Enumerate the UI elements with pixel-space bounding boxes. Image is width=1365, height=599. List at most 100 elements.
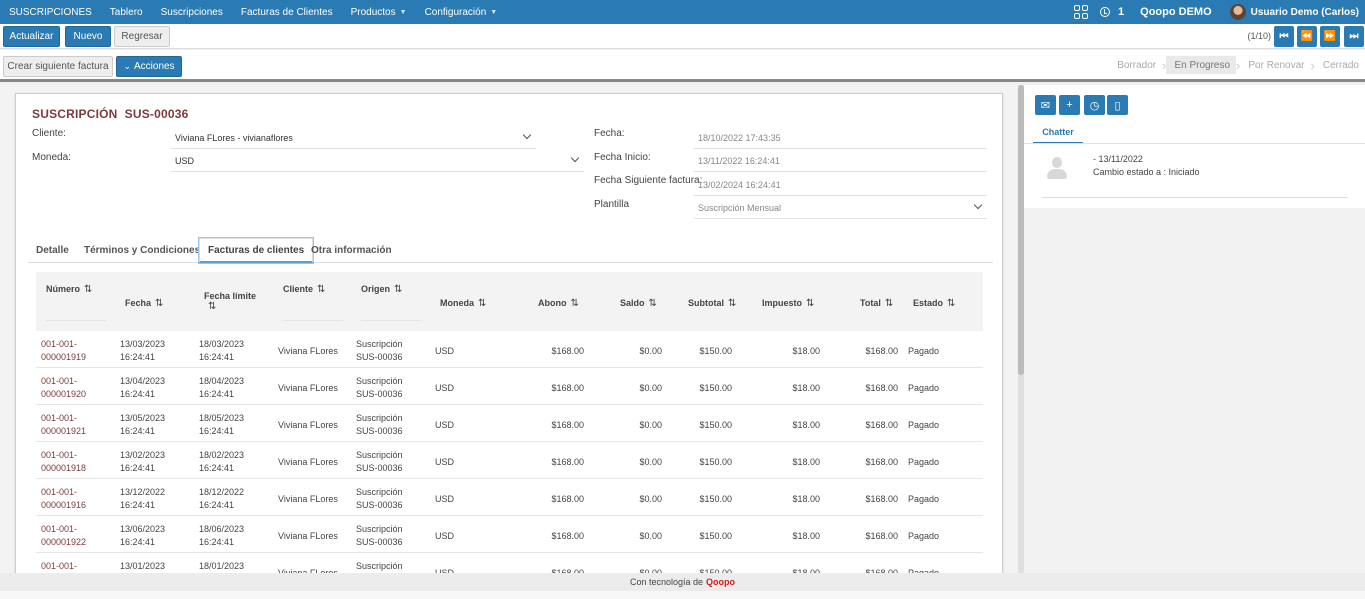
document-icon[interactable]: ▯ — [1107, 95, 1128, 115]
statusbar-header: Crear siguiente factura ⌄ Acciones Borra… — [0, 50, 1365, 82]
back-button[interactable]: Regresar — [114, 26, 170, 47]
chevron-down-icon[interactable] — [522, 130, 532, 140]
cell-line: 18/02/2023 — [199, 450, 245, 460]
form-scrollbar[interactable] — [1018, 85, 1024, 573]
cell-l: 18/02/2023 16:24:41 — [199, 449, 244, 475]
tab-facturas-clientes[interactable]: Facturas de clientes — [197, 237, 315, 264]
chevron-down-icon[interactable] — [973, 200, 983, 210]
cell-line: Suscripción — [356, 413, 403, 423]
new-button[interactable]: Nuevo — [65, 26, 111, 47]
sort-icon[interactable]: ⇅ — [570, 298, 579, 309]
col-saldo[interactable]: Saldo ⇅ — [620, 298, 657, 309]
sort-icon[interactable]: ⇅ — [394, 284, 403, 295]
nav-item-configuracion[interactable]: Configuración ▼ — [416, 7, 507, 18]
refresh-button[interactable]: Actualizar — [3, 26, 60, 47]
col-numero[interactable]: Número ⇅ — [46, 284, 92, 295]
moneda-field[interactable]: USD — [171, 150, 584, 172]
company-switcher[interactable]: Qoopo DEMO — [1140, 6, 1212, 18]
stage-por-renovar[interactable]: Por Renovar — [1248, 59, 1305, 71]
sort-icon[interactable]: ⇅ — [884, 298, 894, 309]
chevron-down-icon[interactable] — [570, 153, 580, 163]
app-brand[interactable]: SUSCRIPCIONES — [9, 6, 92, 18]
cell-total: $168.00 — [865, 568, 898, 573]
sort-icon[interactable]: ⇅ — [317, 284, 326, 295]
filter-input[interactable] — [361, 320, 421, 321]
envelope-icon[interactable]: ✉ — [1035, 95, 1056, 115]
table-row[interactable]: 001-001- 000001919 13/03/2023 16:24:41 18/03… — [36, 331, 983, 368]
sort-icon[interactable]: ⇅ — [806, 298, 815, 309]
col-cliente[interactable]: Cliente ⇅ — [283, 284, 325, 295]
col-moneda[interactable]: Moneda ⇅ — [440, 298, 486, 309]
col-label: Total — [860, 298, 881, 308]
col-impuesto[interactable]: Impuesto ⇅ — [762, 298, 814, 309]
sort-icon[interactable]: ⇅ — [648, 298, 657, 309]
table-row[interactable]: 001-001- 000001916 13/12/2022 16:24:41 18/12… — [36, 479, 983, 516]
cliente-field[interactable]: Viviana FLores - vivianaflores — [171, 127, 536, 149]
sort-icon[interactable]: ⇅ — [728, 298, 737, 309]
filter-input[interactable] — [46, 320, 106, 321]
previous-record-icon[interactable]: ⏪ — [1297, 26, 1317, 47]
activity-button[interactable]: 1 — [1100, 6, 1124, 18]
cell-line: SUS-00036 — [356, 389, 403, 399]
plantilla-field[interactable]: Suscripción Mensual — [694, 197, 987, 219]
cell-line: 16:24:41 — [199, 537, 235, 547]
actions-button[interactable]: ⌄ Acciones — [116, 56, 182, 77]
col-total[interactable]: Total ⇅ — [860, 298, 893, 309]
sort-icon[interactable]: ⇅ — [478, 298, 487, 309]
sort-icon[interactable]: ⇅ — [947, 298, 956, 309]
stage-cerrado[interactable]: Cerrado — [1322, 59, 1359, 71]
cell-abono: $168.00 — [551, 531, 584, 541]
col-label: Fecha límite — [204, 291, 257, 301]
tab-otra-informacion[interactable]: Otra información — [311, 245, 392, 256]
table-row[interactable]: 001-001- 000001921 13/05/2023 16:24:41 18/05… — [36, 405, 983, 442]
nav-item-tablero[interactable]: Tablero — [101, 7, 152, 18]
cell-line: 16:24:41 — [199, 500, 235, 510]
footer-brand[interactable]: Qoopo — [706, 577, 736, 587]
scrollbar-thumb[interactable] — [1018, 85, 1024, 375]
cell-f: 13/02/2023 16:24:41 — [120, 449, 165, 475]
first-record-icon[interactable]: ⏮ — [1274, 26, 1294, 47]
cell-estado: Pagado — [908, 494, 940, 504]
col-fecha[interactable]: Fecha ⇅ — [125, 298, 163, 309]
sort-icon[interactable]: ⇅ — [155, 298, 164, 309]
col-estado[interactable]: Estado ⇅ — [913, 298, 955, 309]
col-fecha-limite[interactable]: Fecha límite ⇅ — [204, 291, 256, 312]
col-abono[interactable]: Abono ⇅ — [538, 298, 579, 309]
cell-line: 16:24:41 — [199, 389, 235, 399]
create-next-invoice-button[interactable]: Crear siguiente factura — [3, 56, 113, 77]
stage-en-progreso[interactable]: En Progreso — [1166, 56, 1237, 74]
filter-input[interactable] — [283, 320, 343, 321]
cell-abono: $168.00 — [551, 346, 584, 356]
col-subtotal[interactable]: Subtotal ⇅ — [688, 298, 736, 309]
message-date: - 13/11/2022 — [1093, 154, 1143, 164]
stage-borrador[interactable]: Borrador — [1117, 59, 1157, 71]
col-origen[interactable]: Origen ⇅ — [361, 284, 402, 295]
plus-icon[interactable]: + — [1059, 95, 1080, 115]
sort-icon[interactable]: ⇅ — [84, 284, 93, 295]
col-label: Fecha — [125, 298, 152, 308]
table-row[interactable]: 001-001- 000001920 13/04/2023 16:24:41 18/04… — [36, 368, 983, 405]
cell-subtotal: $150.00 — [699, 383, 732, 393]
tab-terminos[interactable]: Términos y Condiciones — [84, 245, 201, 256]
clock-icon[interactable]: ◷ — [1084, 95, 1105, 115]
apps-grid-icon[interactable] — [1074, 5, 1089, 19]
next-record-icon[interactable]: ⏩ — [1320, 26, 1340, 47]
nav-item-suscripciones[interactable]: Suscripciones — [152, 7, 232, 18]
nav-item-facturas[interactable]: Facturas de Clientes — [232, 7, 342, 18]
cell-line: 18/05/2023 — [199, 413, 245, 423]
cell-estado: Pagado — [908, 531, 940, 541]
sort-icon[interactable]: ⇅ — [208, 301, 217, 312]
cell-line: Suscripción — [356, 339, 403, 349]
cell-saldo: $0.00 — [639, 420, 662, 430]
table-row[interactable]: 001-001- 000001918 13/02/2023 16:24:41 18/02… — [36, 442, 983, 479]
nav-item-productos[interactable]: Productos ▼ — [342, 7, 416, 18]
pager-counter[interactable]: (1/10) — [1247, 31, 1271, 41]
last-record-icon[interactable]: ⏭ — [1344, 26, 1364, 47]
tab-chatter[interactable]: Chatter — [1033, 122, 1083, 144]
col-label: Número — [46, 284, 81, 294]
table-row[interactable]: 001-001- 13/01/2023 18/01/2023 Viviana FLor… — [36, 553, 983, 573]
cell-estado: Pagado — [908, 346, 940, 356]
table-row[interactable]: 001-001- 000001922 13/06/2023 16:24:41 18/06… — [36, 516, 983, 553]
user-menu[interactable]: Usuario Demo (Carlos) — [1229, 4, 1359, 20]
tab-detalle[interactable]: Detalle — [36, 245, 69, 256]
